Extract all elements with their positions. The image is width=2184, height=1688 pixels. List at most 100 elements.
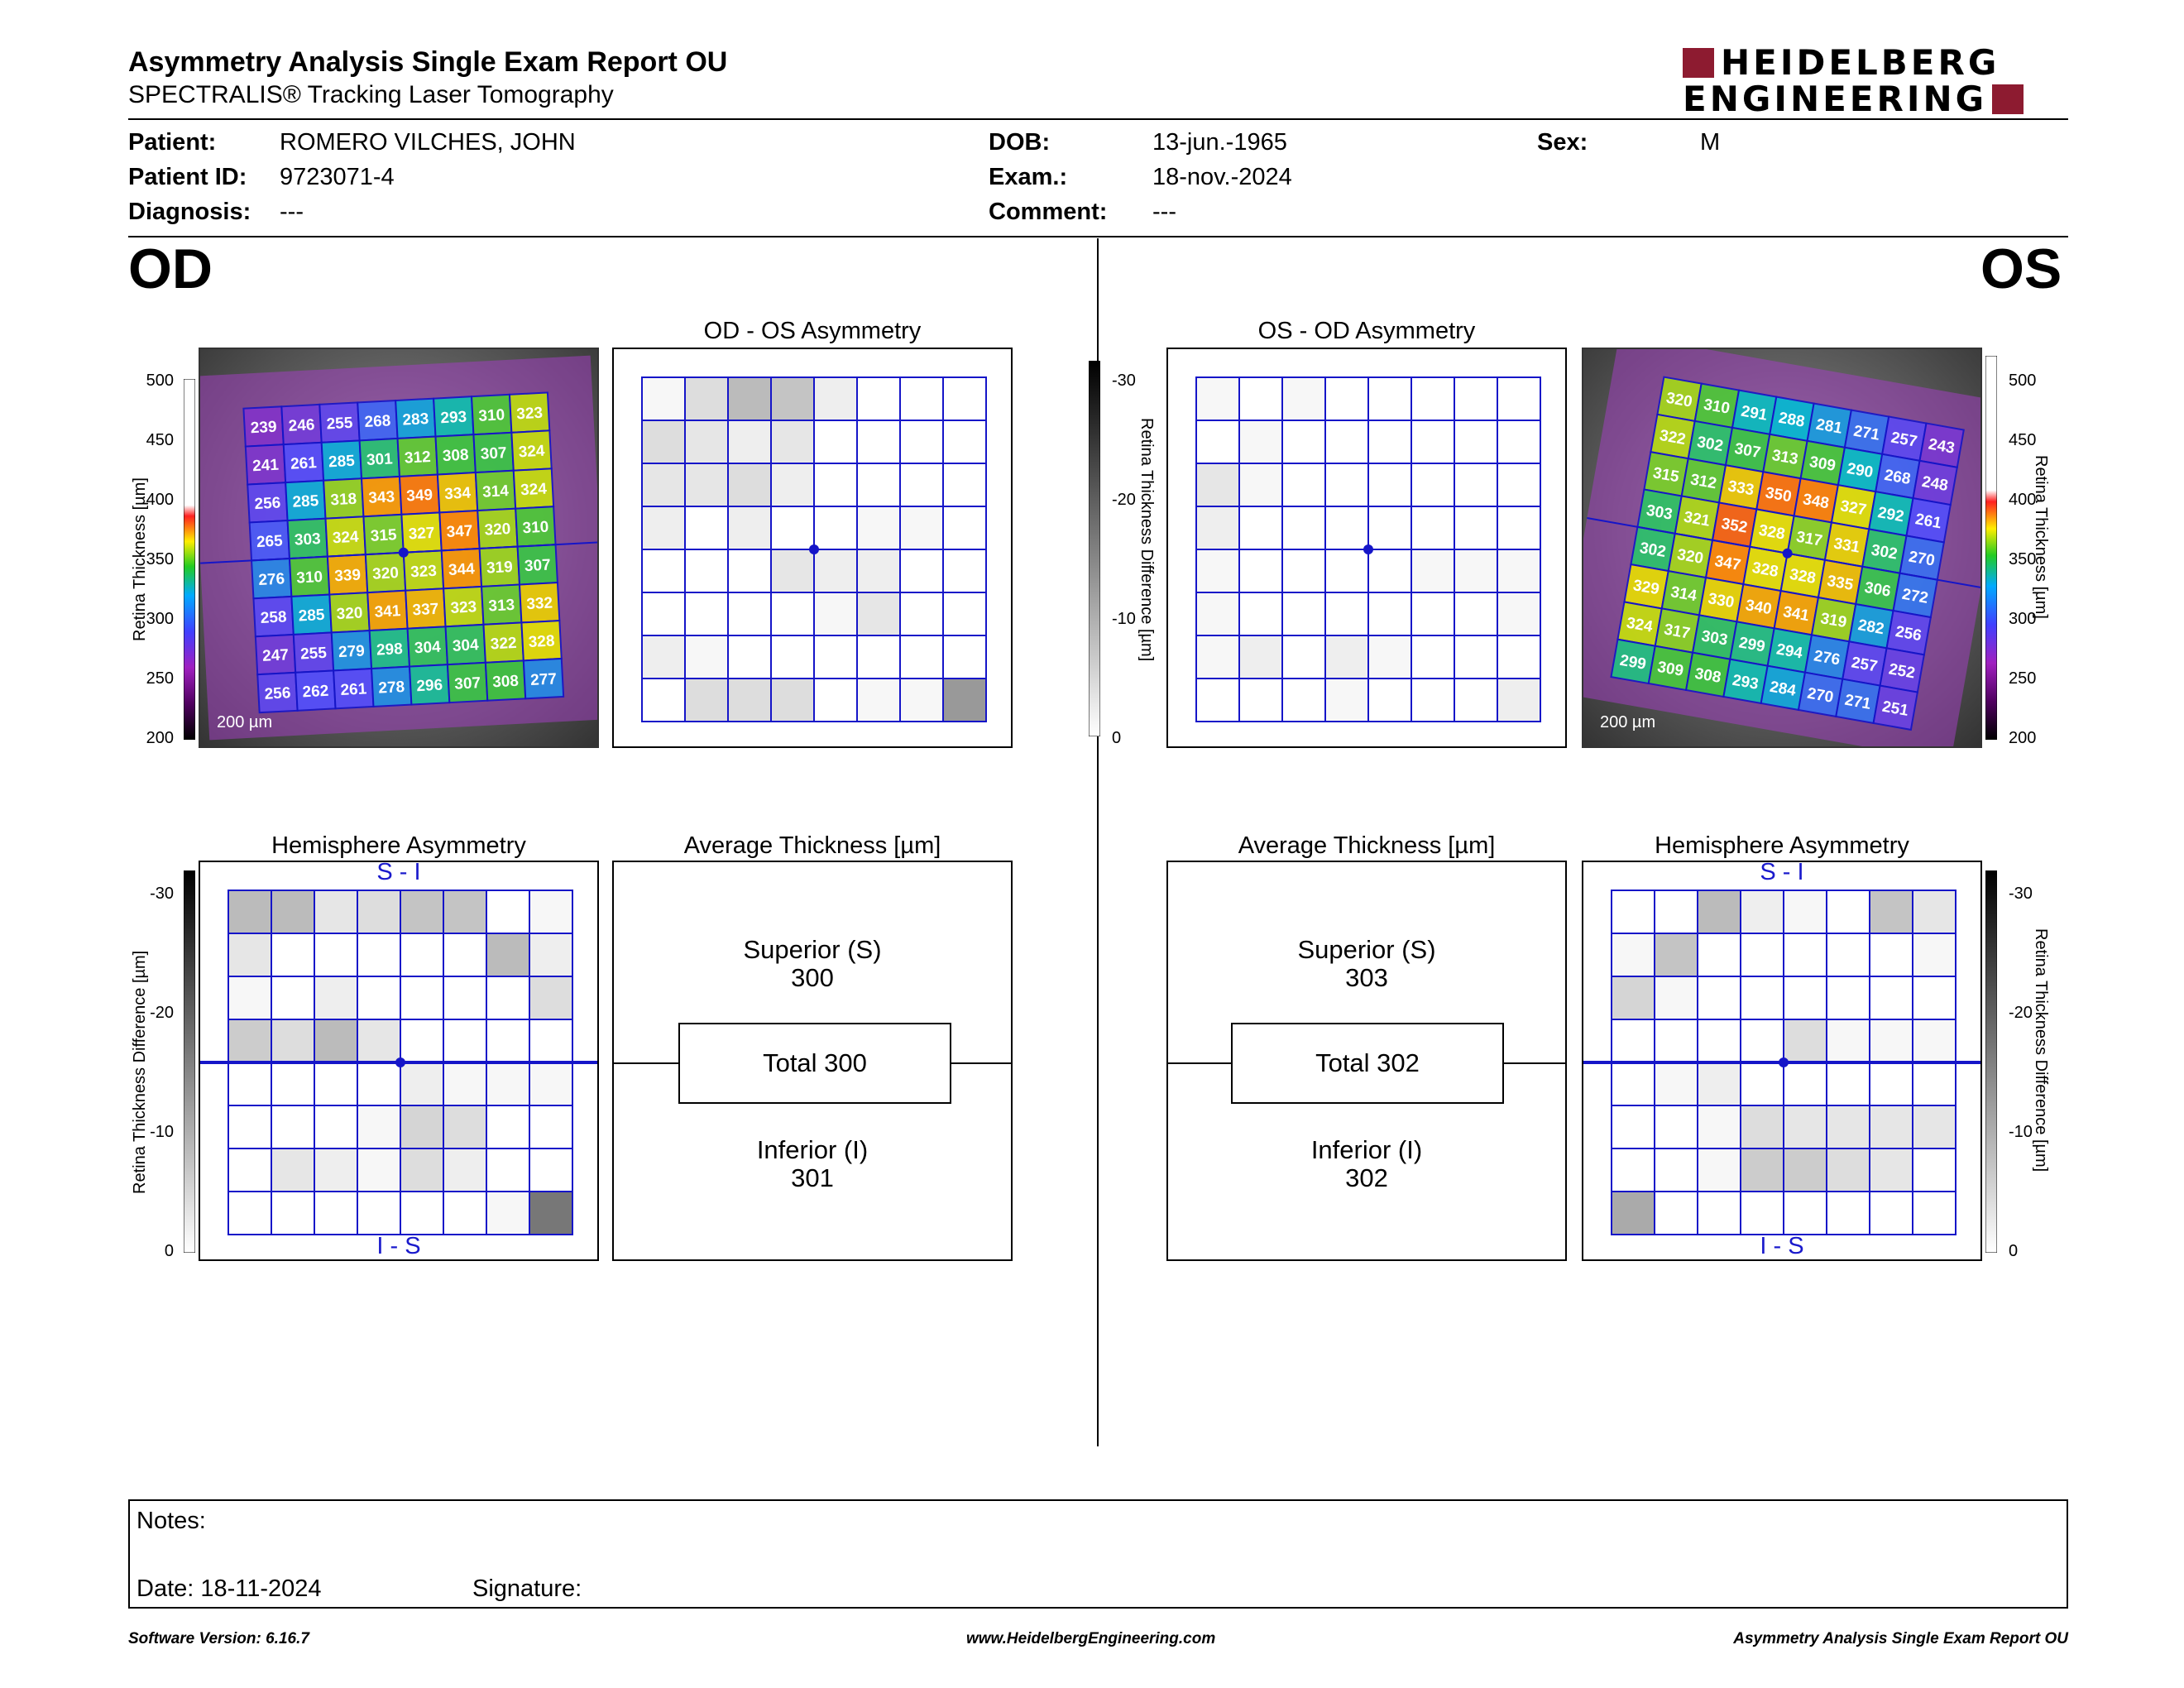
os-inferior-value: 302 <box>1345 1163 1388 1192</box>
od-asym-cell <box>942 592 987 636</box>
os-asym-cell <box>1281 635 1326 679</box>
os-asym-title: OS - OD Asymmetry <box>1257 318 1476 344</box>
od-asym-cell <box>770 463 815 507</box>
od-hemi-cell <box>314 890 358 934</box>
patient-label: Patient: <box>128 129 217 156</box>
od-thick-value: 261 <box>340 680 367 699</box>
od-hemi-cell <box>228 1148 272 1192</box>
os-asym-cell <box>1324 635 1369 679</box>
od-asym-cell <box>684 549 729 593</box>
od-scale-label: 200 µm <box>217 713 273 731</box>
os-asym-cell <box>1281 376 1326 421</box>
od-asym-cell <box>942 506 987 550</box>
os-hemi-cell <box>1611 1019 1655 1063</box>
os-asym-cell <box>1324 592 1369 636</box>
notes-box: Notes: Date: 18-11-2024 Signature: <box>128 1499 2068 1609</box>
diff-colorbar <box>1088 360 1101 737</box>
od-asym-cell <box>727 592 772 636</box>
os-hemi-cell <box>1869 1191 1913 1235</box>
dob: 13-jun.-1965 <box>1152 129 1287 156</box>
od-asym-cell <box>813 463 858 507</box>
od-asym-cell <box>942 549 987 593</box>
os-asym-cell <box>1281 549 1326 593</box>
od-hemi-cell <box>228 933 272 977</box>
os-thick-cell <box>1872 684 1919 731</box>
od-asym-cell <box>856 376 901 421</box>
os-thickness-tick: 250 <box>2009 669 2037 688</box>
os-thickness-tick: 200 <box>2009 729 2037 747</box>
od-hemi-axis-label: Retina Thickness Difference [µm] <box>131 950 149 1194</box>
od-thick-value: 285 <box>292 492 319 511</box>
od-thickness-colorbar <box>183 378 196 741</box>
od-hemi-cell <box>486 933 530 977</box>
os-asym-cell <box>1238 420 1283 464</box>
od-asym-cell <box>942 635 987 679</box>
od-asym-cell <box>727 376 772 421</box>
os-hemi-cell <box>1869 933 1913 977</box>
os-hemi-fovea-dot <box>1779 1057 1789 1067</box>
od-hemi-cell <box>486 890 530 934</box>
od-asym-cell <box>813 635 858 679</box>
od-thick-value: 310 <box>522 519 549 538</box>
os-asym-cell <box>1410 678 1455 722</box>
od-thick-value: 303 <box>294 530 321 549</box>
od-hemi-cell <box>486 1148 530 1192</box>
od-hemi-cell <box>486 1105 530 1149</box>
od-thick-value: 255 <box>300 645 328 664</box>
od-hemi-cell <box>357 1105 401 1149</box>
od-hemi-tick: -30 <box>150 885 174 903</box>
od-thick-value: 320 <box>484 520 511 539</box>
os-hemi-panel: S - I I - S <box>1582 859 1982 1261</box>
os-asym-cell <box>1281 420 1326 464</box>
os-hemi-cell <box>1697 976 1741 1020</box>
os-hemi-cell <box>1826 976 1870 1020</box>
os-hemi-cell <box>1611 1105 1655 1149</box>
os-thickness-axis-label: Retina Thickness [µm] <box>2032 455 2050 619</box>
os-asym-cell <box>1497 420 1541 464</box>
od-hemi-cell <box>400 933 444 977</box>
os-asym-cell <box>1324 678 1369 722</box>
center-diff-tick: -10 <box>1112 610 1136 628</box>
od-hemi-cell <box>314 1191 358 1235</box>
od-asym-cell <box>856 420 901 464</box>
od-thick-value: 296 <box>416 677 443 696</box>
od-hemi-tick: -10 <box>150 1123 174 1141</box>
os-hemi-cell <box>1783 1191 1827 1235</box>
os-asym-cell <box>1497 635 1541 679</box>
od-hemi-cell <box>357 976 401 1020</box>
os-asym-cell <box>1454 549 1498 593</box>
od-asym-cell <box>684 420 729 464</box>
os-asym-cell <box>1497 463 1541 507</box>
os-hemi-cell <box>1869 1019 1913 1063</box>
eye-divider <box>1097 238 1099 1446</box>
od-hemi-cell <box>529 1105 573 1149</box>
od-thick-value: 323 <box>450 598 477 617</box>
od-asym-cell <box>856 678 901 722</box>
os-hemi-colorbar <box>1985 870 1998 1254</box>
od-hemi-cell <box>400 1148 444 1192</box>
os-asym-cell <box>1195 678 1240 722</box>
od-thick-value: 320 <box>336 604 363 623</box>
os-superior-value: 303 <box>1345 963 1388 992</box>
od-thick-value: 283 <box>402 410 429 429</box>
os-asym-cell <box>1367 635 1412 679</box>
os-asym-cell <box>1497 506 1541 550</box>
report-title: Asymmetry Analysis Single Exam Report OU <box>128 46 728 78</box>
od-asym-cell <box>727 463 772 507</box>
os-asym-cell <box>1367 678 1412 722</box>
od-hemi-cell <box>443 890 487 934</box>
os-hemi-cell <box>1912 1148 1956 1192</box>
od-thick-value: 343 <box>368 488 395 507</box>
od-asym-cell <box>727 678 772 722</box>
od-thick-value: 276 <box>258 570 285 589</box>
od-thick-value: 312 <box>404 448 431 468</box>
od-thick-value: 320 <box>372 564 400 583</box>
os-asym-cell <box>1238 463 1283 507</box>
center-diff-axis-label: Retina Thickness Difference [µm] <box>1138 418 1156 662</box>
od-hemi-cell <box>228 976 272 1020</box>
od-hemi-bottom-label: I - S <box>376 1233 421 1259</box>
os-hemi-cell <box>1826 1148 1870 1192</box>
os-hemi-cell <box>1869 1105 1913 1149</box>
os-hemi-cell <box>1740 890 1784 934</box>
os-asym-cell <box>1324 420 1369 464</box>
